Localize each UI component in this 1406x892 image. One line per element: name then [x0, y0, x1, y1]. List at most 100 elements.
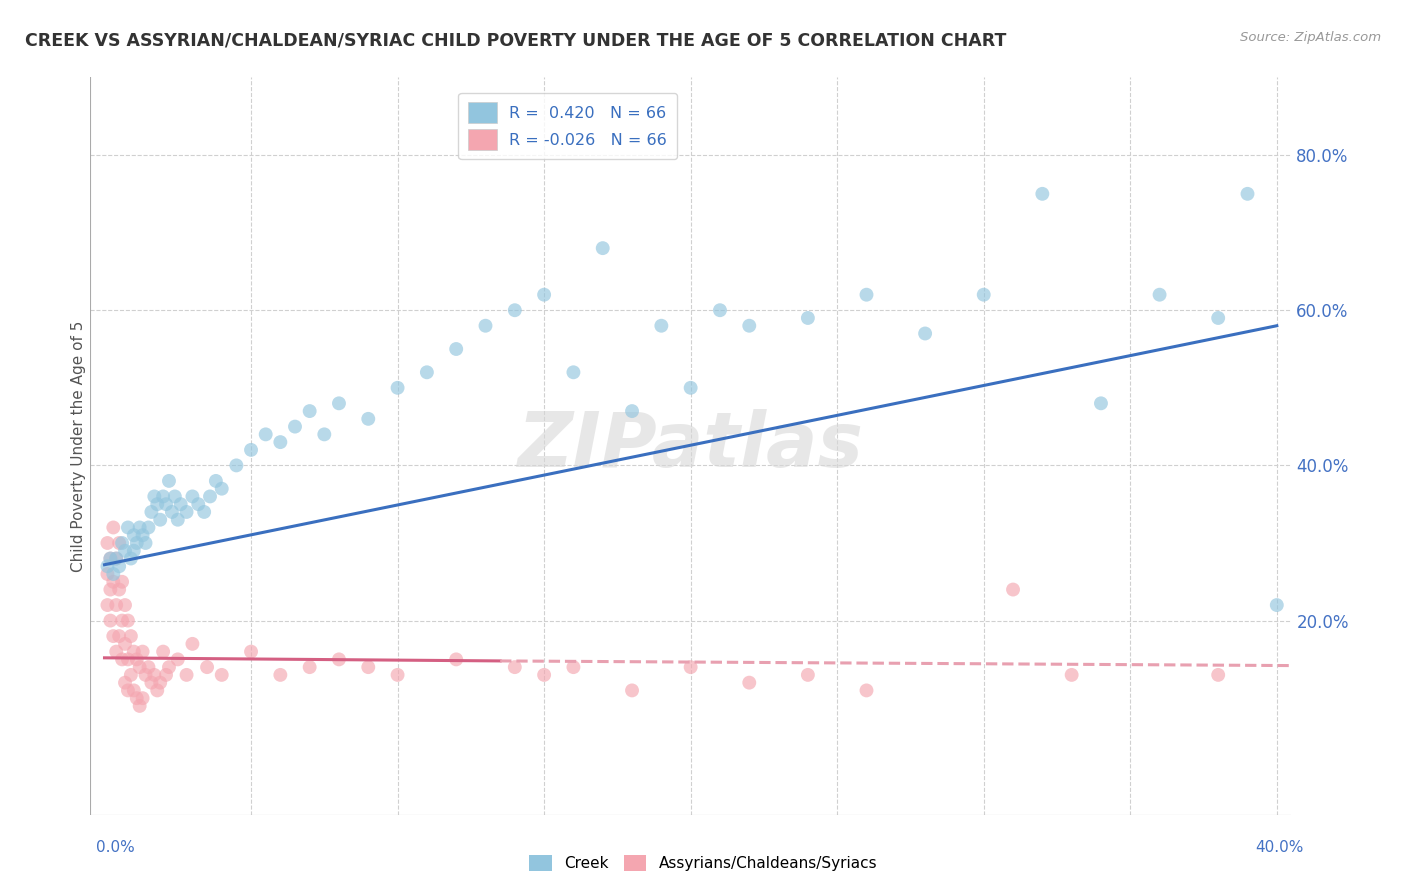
Point — [96, 536, 118, 550]
Point — [679, 381, 702, 395]
Point — [98, 614, 121, 628]
Point — [240, 442, 263, 457]
Point — [111, 652, 134, 666]
Point — [155, 497, 177, 511]
Point — [146, 497, 169, 511]
Text: CREEK VS ASSYRIAN/CHALDEAN/SYRIAC CHILD POVERTY UNDER THE AGE OF 5 CORRELATION C: CREEK VS ASSYRIAN/CHALDEAN/SYRIAC CHILD … — [25, 31, 1007, 49]
Point — [444, 652, 467, 666]
Point — [181, 490, 204, 504]
Point — [96, 598, 118, 612]
Point — [195, 660, 218, 674]
Legend: Creek, Assyrians/Chaldeans/Syriacs: Creek, Assyrians/Chaldeans/Syriacs — [523, 849, 883, 877]
Point — [114, 637, 136, 651]
Point — [152, 490, 174, 504]
Legend: R =  0.420   N = 66, R = -0.026   N = 66: R = 0.420 N = 66, R = -0.026 N = 66 — [458, 93, 676, 160]
Point — [738, 318, 761, 333]
Point — [562, 660, 585, 674]
Point — [709, 303, 731, 318]
Point — [1149, 287, 1171, 301]
Point — [973, 287, 995, 301]
Point — [108, 559, 131, 574]
Point — [533, 668, 555, 682]
Point — [187, 497, 209, 511]
Point — [114, 598, 136, 612]
Point — [1206, 668, 1229, 682]
Point — [111, 614, 134, 628]
Text: Source: ZipAtlas.com: Source: ZipAtlas.com — [1240, 31, 1381, 45]
Point — [298, 660, 321, 674]
Point — [254, 427, 277, 442]
Point — [503, 303, 526, 318]
Point — [146, 683, 169, 698]
Point — [141, 675, 163, 690]
Point — [96, 567, 118, 582]
Point — [205, 474, 228, 488]
Point — [98, 551, 121, 566]
Point — [621, 404, 644, 418]
Point — [122, 683, 145, 698]
Point — [170, 497, 193, 511]
Point — [797, 668, 820, 682]
Point — [176, 505, 198, 519]
Point — [105, 645, 128, 659]
Point — [240, 645, 263, 659]
Point — [125, 652, 148, 666]
Point — [157, 474, 180, 488]
Point — [738, 675, 761, 690]
Point — [387, 381, 409, 395]
Point — [149, 675, 172, 690]
Point — [125, 691, 148, 706]
Point — [166, 513, 188, 527]
Point — [1206, 310, 1229, 325]
Point — [1236, 186, 1258, 201]
Point — [114, 675, 136, 690]
Point — [108, 629, 131, 643]
Point — [103, 629, 125, 643]
Point — [152, 645, 174, 659]
Point — [298, 404, 321, 418]
Text: 0.0%: 0.0% — [96, 840, 135, 855]
Point — [225, 458, 247, 473]
Point — [797, 310, 820, 325]
Point — [141, 505, 163, 519]
Point — [181, 637, 204, 651]
Point — [103, 574, 125, 589]
Point — [120, 551, 142, 566]
Point — [128, 698, 150, 713]
Point — [284, 419, 307, 434]
Point — [416, 365, 439, 379]
Point — [193, 505, 215, 519]
Text: 40.0%: 40.0% — [1256, 840, 1303, 855]
Point — [160, 505, 183, 519]
Point — [122, 528, 145, 542]
Point — [117, 520, 139, 534]
Point — [269, 668, 291, 682]
Point — [138, 520, 160, 534]
Point — [155, 668, 177, 682]
Point — [269, 435, 291, 450]
Point — [114, 543, 136, 558]
Y-axis label: Child Poverty Under the Age of 5: Child Poverty Under the Age of 5 — [72, 320, 86, 572]
Point — [914, 326, 936, 341]
Point — [211, 482, 233, 496]
Text: ZIPatlas: ZIPatlas — [517, 409, 863, 483]
Point — [157, 660, 180, 674]
Point — [387, 668, 409, 682]
Point — [328, 396, 350, 410]
Point — [1060, 668, 1083, 682]
Point — [357, 412, 380, 426]
Point — [444, 342, 467, 356]
Point — [120, 668, 142, 682]
Point — [357, 660, 380, 674]
Point — [679, 660, 702, 674]
Point — [117, 614, 139, 628]
Point — [163, 490, 186, 504]
Point — [103, 567, 125, 582]
Point — [1090, 396, 1112, 410]
Point — [1002, 582, 1025, 597]
Point — [111, 574, 134, 589]
Point — [98, 582, 121, 597]
Point — [621, 683, 644, 698]
Point — [105, 551, 128, 566]
Point — [198, 490, 221, 504]
